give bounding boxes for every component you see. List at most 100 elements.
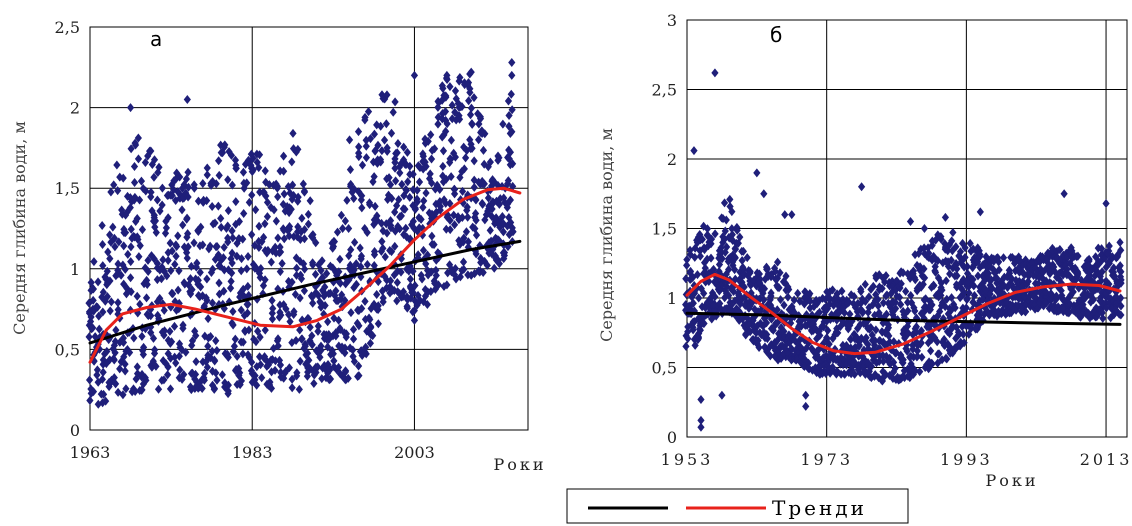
scatter-point <box>268 296 276 306</box>
scatter-point <box>212 179 220 189</box>
scatter-point <box>858 182 866 192</box>
scatter-point <box>1105 279 1113 289</box>
scatter-point <box>114 305 122 315</box>
scatter-point <box>466 84 474 94</box>
scatter-point <box>248 190 256 200</box>
scatter-point <box>292 336 300 346</box>
scatter-point <box>367 323 375 333</box>
scatter-point <box>440 281 448 291</box>
scatter-point <box>734 238 742 248</box>
scatter-point <box>907 290 915 300</box>
scatter-point <box>423 250 432 260</box>
scatter-point <box>393 278 401 288</box>
scatter-point <box>1017 257 1026 267</box>
scatter-point <box>147 328 155 338</box>
scatter-point <box>101 296 109 306</box>
scatter-point <box>157 274 166 284</box>
scatter-point <box>508 57 516 67</box>
scatter-point <box>447 135 455 145</box>
scatter-point <box>248 167 256 177</box>
scatter-point <box>1113 298 1121 308</box>
scatter-point <box>219 253 228 263</box>
scatter-point <box>417 214 425 224</box>
scatter-point <box>330 356 338 366</box>
scatter-point <box>911 366 919 376</box>
scatter-point <box>89 284 98 294</box>
scatter-point <box>239 167 248 177</box>
scatter-point <box>289 144 298 154</box>
scatter-point <box>154 167 162 177</box>
scatter-point <box>243 178 251 188</box>
scatter-point <box>434 119 442 129</box>
scatter-point <box>929 280 938 290</box>
scatter-point <box>288 383 296 393</box>
scatter-point <box>154 384 163 394</box>
scatter-point <box>829 362 837 372</box>
y-tick-label: 1 <box>667 289 677 308</box>
scatter-point <box>406 192 414 202</box>
scatter-point <box>130 178 139 188</box>
scatter-point <box>976 262 984 272</box>
scatter-point <box>921 249 929 259</box>
scatter-point <box>422 188 430 198</box>
scatter-point <box>378 146 386 156</box>
scatter-point <box>256 332 264 342</box>
scatter-point <box>274 341 282 351</box>
scatter-point <box>114 265 122 275</box>
scatter-point <box>499 248 507 258</box>
scatter-point <box>115 237 123 247</box>
scatter-point <box>403 147 411 157</box>
scatter-point <box>456 73 464 83</box>
scatter-point <box>761 274 769 284</box>
scatter-point <box>184 229 192 239</box>
scatter-point <box>272 216 280 226</box>
scatter-point <box>387 247 396 257</box>
trend-lines-a <box>88 186 522 364</box>
scatter-point <box>366 134 375 144</box>
scatter-point <box>316 297 324 307</box>
scatter-point <box>949 263 957 273</box>
scatter-point <box>163 271 171 281</box>
scatter-point <box>317 265 325 275</box>
scatter-point <box>405 266 413 276</box>
scatter-point <box>175 339 184 349</box>
scatter-point <box>722 215 730 225</box>
scatter-point <box>224 380 232 390</box>
scatter-point <box>434 280 443 290</box>
scatter-point <box>691 340 699 350</box>
scatter-point <box>243 264 251 274</box>
scatter-point <box>194 290 203 300</box>
scatter-point <box>350 283 358 293</box>
scatter-point <box>314 321 322 331</box>
scatter-point <box>276 300 284 310</box>
y-ticks-b: 0 0,5 1 1,5 2 2,5 3 <box>652 11 677 447</box>
scatter-point <box>174 285 182 295</box>
scatter-point <box>174 187 182 197</box>
scatter-point <box>1117 245 1125 255</box>
scatter-point <box>203 295 211 305</box>
scatter-point <box>271 242 279 252</box>
scatter-point <box>390 259 398 269</box>
scatter-point <box>769 325 777 335</box>
scatter-point <box>434 96 442 106</box>
scatter-point <box>164 255 172 265</box>
x-ticks-a: 1963 1983 2003 <box>70 443 435 462</box>
scatter-point <box>89 323 97 333</box>
scatter-point <box>306 322 314 332</box>
scatter-point <box>443 119 451 129</box>
scatter-point <box>138 225 147 235</box>
y-tick-label: 2,5 <box>652 81 677 100</box>
scatter-point <box>207 178 215 188</box>
scatter-point <box>710 300 718 310</box>
scatter-point <box>997 287 1005 297</box>
scatter-point <box>928 241 936 251</box>
scatter-point <box>158 262 166 272</box>
scatter-point <box>378 90 386 100</box>
scatter-point <box>402 159 410 169</box>
scatter-point <box>884 323 893 333</box>
scatter-point <box>909 269 917 279</box>
scatter-point <box>815 344 824 354</box>
scatter-point <box>213 346 221 356</box>
scatter-point <box>294 192 302 202</box>
scatter-point <box>183 213 191 223</box>
